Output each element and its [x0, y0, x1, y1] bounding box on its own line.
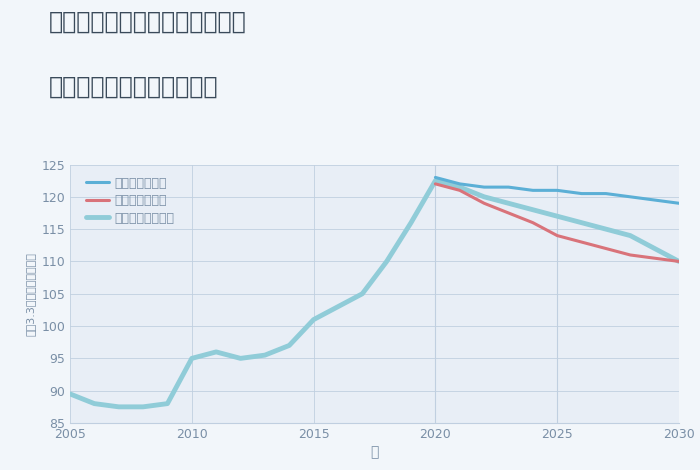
X-axis label: 年: 年	[370, 445, 379, 459]
ノーマルシナリオ	[675, 258, 683, 264]
ノーマルシナリオ	[407, 220, 415, 226]
グッドシナリオ	[480, 184, 489, 190]
ノーマルシナリオ	[260, 352, 269, 358]
グッドシナリオ	[675, 200, 683, 206]
ノーマルシナリオ	[237, 355, 245, 361]
Line: グッドシナリオ: グッドシナリオ	[435, 177, 679, 203]
ノーマルシナリオ	[650, 246, 659, 251]
Text: 中古マンションの価格推移: 中古マンションの価格推移	[49, 75, 218, 99]
ノーマルシナリオ	[626, 233, 634, 238]
Line: ノーマルシナリオ: ノーマルシナリオ	[70, 180, 679, 407]
ノーマルシナリオ	[66, 391, 74, 397]
Text: 兵庫県姫路市飾磨区今在家北の: 兵庫県姫路市飾磨区今在家北の	[49, 9, 246, 33]
ノーマルシナリオ	[163, 401, 172, 407]
ノーマルシナリオ	[553, 213, 561, 219]
グッドシナリオ	[602, 191, 610, 196]
ノーマルシナリオ	[602, 227, 610, 232]
ノーマルシナリオ	[139, 404, 147, 410]
バッドシナリオ	[528, 220, 537, 226]
バッドシナリオ	[456, 188, 464, 193]
バッドシナリオ	[504, 210, 512, 216]
グッドシナリオ	[528, 188, 537, 193]
グッドシナリオ	[578, 191, 586, 196]
ノーマルシナリオ	[309, 317, 318, 322]
グッドシナリオ	[431, 174, 440, 180]
ノーマルシナリオ	[456, 184, 464, 190]
ノーマルシナリオ	[382, 258, 391, 264]
バッドシナリオ	[675, 258, 683, 264]
ノーマルシナリオ	[90, 401, 99, 407]
ノーマルシナリオ	[334, 304, 342, 309]
バッドシナリオ	[480, 200, 489, 206]
ノーマルシナリオ	[188, 355, 196, 361]
グッドシナリオ	[504, 184, 512, 190]
ノーマルシナリオ	[212, 349, 220, 355]
ノーマルシナリオ	[431, 178, 440, 183]
バッドシナリオ	[578, 239, 586, 245]
ノーマルシナリオ	[115, 404, 123, 410]
ノーマルシナリオ	[285, 343, 293, 348]
グッドシナリオ	[553, 188, 561, 193]
グッドシナリオ	[626, 194, 634, 200]
バッドシナリオ	[626, 252, 634, 258]
バッドシナリオ	[602, 246, 610, 251]
Y-axis label: 平（3.3㎡）単価（万円）: 平（3.3㎡）単価（万円）	[26, 252, 36, 336]
グッドシナリオ	[650, 197, 659, 203]
ノーマルシナリオ	[528, 207, 537, 212]
Legend: グッドシナリオ, バッドシナリオ, ノーマルシナリオ: グッドシナリオ, バッドシナリオ, ノーマルシナリオ	[83, 173, 178, 228]
ノーマルシナリオ	[480, 194, 489, 200]
バッドシナリオ	[431, 181, 440, 187]
バッドシナリオ	[650, 255, 659, 261]
Line: バッドシナリオ: バッドシナリオ	[435, 184, 679, 261]
バッドシナリオ	[553, 233, 561, 238]
ノーマルシナリオ	[578, 220, 586, 226]
ノーマルシナリオ	[504, 200, 512, 206]
ノーマルシナリオ	[358, 291, 367, 297]
グッドシナリオ	[456, 181, 464, 187]
